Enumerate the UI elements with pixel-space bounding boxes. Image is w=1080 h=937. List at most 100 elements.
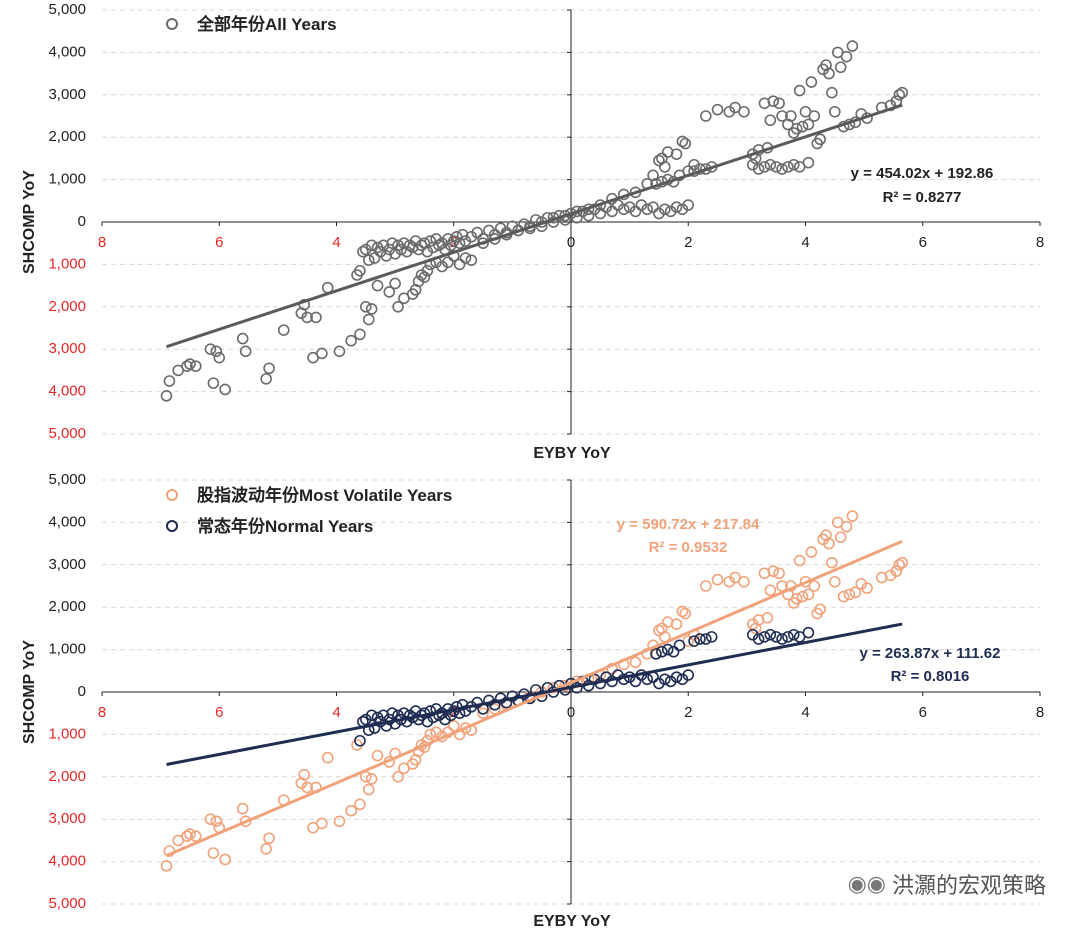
data-point-volatile — [896, 556, 909, 569]
equation-label: y = 590.72x + 217.84 — [617, 516, 760, 533]
legend-marker-all-years — [166, 18, 178, 30]
y-tick-labels: 5,000 4,000 3,000 2,000 1,000 0 1,000 2,000 3,00… — [48, 471, 86, 912]
data-point-all-years — [641, 203, 654, 216]
data-point-volatile — [301, 781, 313, 794]
data-point-normal — [752, 633, 765, 645]
x-tick-label: 6 — [215, 704, 223, 721]
data-point-all-years — [679, 137, 692, 150]
data-point-all-years — [758, 161, 771, 173]
data-point-normal — [682, 669, 695, 681]
data-point-normal — [705, 631, 718, 643]
data-point-all-years — [204, 343, 217, 356]
data-point-all-years — [738, 105, 750, 118]
trendline-volatile — [165, 539, 903, 857]
data-point-all-years — [213, 351, 226, 364]
data-point-all-years — [371, 279, 384, 292]
data-point-all-years — [808, 110, 821, 122]
data-point-volatile — [796, 590, 809, 603]
data-point-all-years — [834, 61, 847, 74]
data-point-all-years — [682, 199, 695, 211]
data-point-all-years — [896, 86, 909, 99]
trendlines — [165, 539, 903, 857]
x-tick-label: 4 — [801, 234, 809, 251]
data-point-all-years — [181, 360, 193, 372]
data-point-volatile — [653, 624, 665, 637]
r-squared-label: R² = 0.9532 — [649, 539, 728, 556]
data-point-all-years — [301, 311, 313, 324]
data-point-all-years — [365, 239, 378, 252]
x-tick-label: 2 — [450, 704, 458, 721]
data-point-volatile — [802, 588, 815, 601]
data-point-all-years — [298, 298, 311, 311]
x-tick-label: 4 — [332, 704, 340, 721]
data-point-volatile — [823, 537, 835, 550]
data-point-all-years — [421, 264, 434, 277]
r-squared-label: R² = 0.8016 — [891, 668, 970, 685]
legend: 股指波动年份Most Volatile Years 常态年份Normal Yea… — [166, 485, 452, 536]
chart-volatile-vs-normal: 5,000 4,000 3,000 2,000 1,000 0 1,000 2,000 3,00… — [21, 471, 1044, 930]
data-point-all-years — [764, 158, 777, 171]
data-point-normal — [776, 633, 788, 645]
data-point-all-years — [814, 133, 826, 146]
data-point-normal — [488, 698, 501, 711]
equation-label: y = 454.02x + 192.86 — [851, 165, 994, 182]
x-tick-labels: 8 6 4 2 0 2 4 6 8 — [98, 704, 1044, 721]
data-point-normal — [694, 633, 706, 645]
data-point-normal — [354, 734, 366, 747]
data-point-all-years — [787, 158, 800, 171]
data-point-volatile — [711, 573, 724, 586]
x-tick-label: 2 — [450, 234, 458, 251]
data-point-all-years — [629, 205, 642, 218]
data-point-all-years — [362, 313, 375, 326]
data-point-volatile — [773, 567, 785, 580]
y-tick-label: 2,000 — [48, 598, 86, 615]
data-point-all-years — [653, 154, 665, 167]
y-tick-label: 5,000 — [48, 895, 86, 912]
data-point-all-years — [386, 237, 398, 249]
data-point-volatile — [321, 751, 334, 764]
y-tick-label: 1,000 — [48, 171, 86, 188]
data-point-volatile — [316, 817, 328, 830]
data-point-normal — [782, 631, 794, 643]
y-tick-label: 4,000 — [48, 43, 86, 60]
y-tick-label: 2,000 — [48, 768, 86, 785]
data-point-all-years — [160, 390, 173, 402]
data-point-all-years — [210, 345, 223, 358]
trendline-all — [166, 103, 903, 349]
data-point-all-years — [802, 156, 815, 169]
data-point-all-years — [796, 120, 809, 133]
y-tick-label: 3,000 — [48, 556, 86, 573]
legend-marker-volatile — [166, 489, 178, 501]
y-tick-label: 0 — [78, 683, 86, 700]
data-point-all-years — [826, 86, 838, 99]
wechat-icon: ◉◉ — [847, 871, 886, 896]
y-tick-label: 4,000 — [48, 853, 86, 870]
data-point-volatile — [767, 565, 780, 577]
y-tick-label: 3,000 — [48, 340, 86, 357]
data-point-volatile — [629, 656, 642, 669]
data-point-volatile — [219, 853, 231, 866]
data-point-all-years — [277, 324, 290, 336]
data-point-volatile — [670, 618, 683, 630]
data-point-all-years — [354, 264, 366, 277]
data-point-volatile — [843, 588, 856, 601]
data-point-volatile — [826, 556, 838, 569]
watermark-text: 洪灝的宏观策略 — [891, 873, 1046, 898]
data-point-all-years — [392, 300, 404, 313]
data-point-volatile — [814, 603, 826, 616]
data-point-all-years — [805, 76, 818, 88]
y-tick-label: 3,000 — [48, 810, 86, 827]
data-point-all-years — [773, 97, 785, 110]
data-point-all-years — [767, 95, 780, 107]
data-point-all-years — [190, 360, 202, 372]
data-point-volatile — [181, 830, 193, 842]
data-point-volatile — [738, 575, 750, 588]
data-point-all-years — [263, 362, 275, 375]
watermark: ◉◉ 洪灝的宏观策略 — [848, 868, 1046, 900]
data-point-normal — [802, 626, 815, 639]
data-point-all-years — [670, 201, 683, 213]
data-point-all-years — [316, 347, 328, 360]
y-tick-label: 4,000 — [48, 383, 86, 400]
data-point-all-years — [846, 40, 859, 52]
data-point-all-years — [782, 161, 794, 173]
